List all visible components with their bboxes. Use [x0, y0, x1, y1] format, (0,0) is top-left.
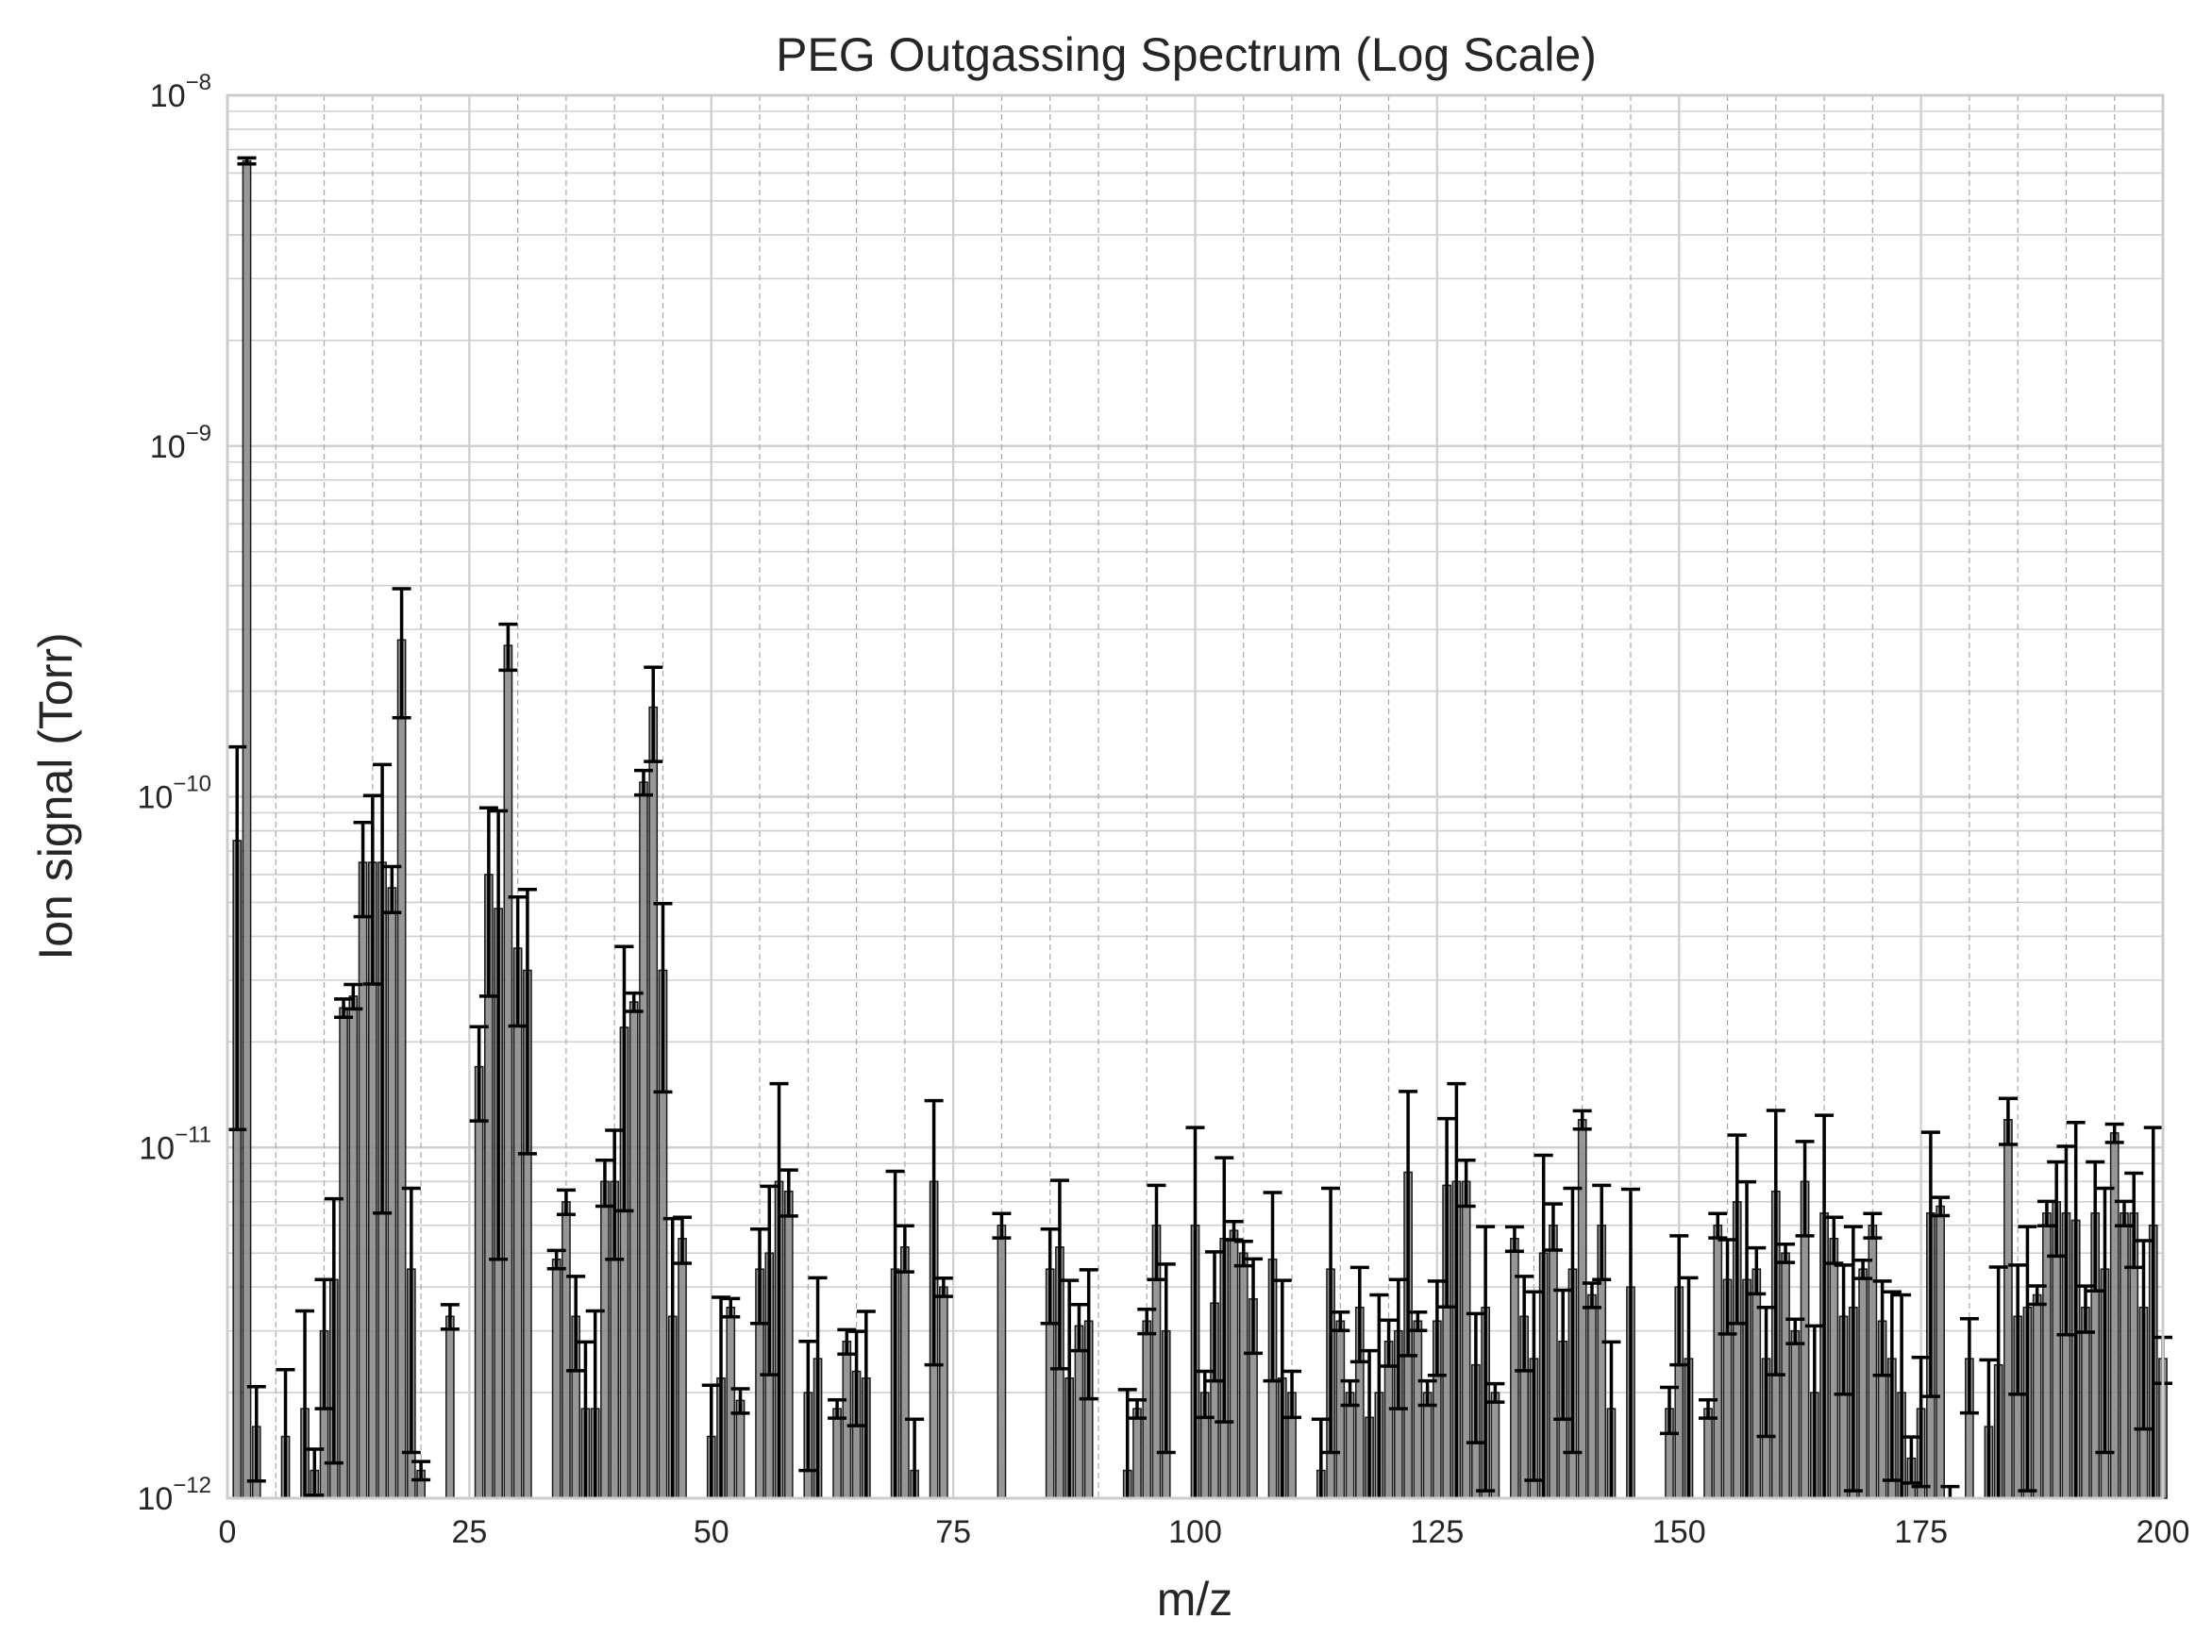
spectrum-bar [551, 1258, 561, 1499]
x-tick-label: 50 [694, 1514, 729, 1550]
spectrum-bar [474, 1065, 484, 1499]
spectrum-bar [1868, 1224, 1878, 1499]
spectrum-bar [1790, 1329, 1801, 1499]
x-tick-labels: 0 25 50 75 100 125 150 175 200 [219, 1514, 2190, 1550]
spectrum-bar [387, 887, 397, 1499]
spectrum-bar [512, 947, 523, 1499]
x-tick-label: 175 [1894, 1514, 1948, 1550]
spectrum-bar [1936, 1205, 1945, 1499]
spectrum-bar [726, 1306, 736, 1499]
spectrum-bar [348, 995, 359, 1499]
spectrum-bar [678, 1238, 687, 1499]
spectrum-bar [648, 706, 659, 1499]
spectrum-bar [899, 1246, 910, 1499]
spectrum-bar [2120, 1212, 2129, 1499]
spectrum-bar [1238, 1252, 1248, 1499]
spectrum-bar [1751, 1268, 1762, 1499]
spectrum-bar [358, 861, 368, 1499]
y-tick-labels: 10−12 10−11 10−10 10−9 10−8 [137, 70, 211, 1517]
spectrum-bar [1413, 1320, 1423, 1499]
x-tick-label: 125 [1411, 1514, 1465, 1550]
x-tick-label: 75 [935, 1514, 971, 1550]
spectrum-bar [445, 1315, 455, 1499]
spectrum-bar [2003, 1119, 2013, 1499]
y-tick-label: 10−11 [139, 1122, 211, 1166]
spectrum-bar [1461, 1180, 1471, 1499]
x-tick-label: 100 [1168, 1514, 1222, 1550]
y-tick-label: 10−9 [150, 421, 211, 465]
spectrum-bar [396, 639, 407, 1499]
y-tick-label: 10−10 [137, 772, 211, 816]
spectrum-bar [600, 1180, 610, 1499]
spectrum-bar [997, 1224, 1007, 1499]
spectrum-bar [832, 1408, 842, 1499]
spectrum-bar [628, 1001, 639, 1499]
x-tick-label: 25 [451, 1514, 487, 1550]
spectrum-bar [735, 1399, 746, 1499]
x-tick-label: 200 [2137, 1514, 2190, 1550]
spectrum-bar [639, 781, 648, 1499]
spectrum-bar [783, 1190, 794, 1499]
spectrum-bar [1229, 1229, 1239, 1499]
spectrum-bar [1829, 1238, 1839, 1499]
spectrum-bar [1335, 1320, 1346, 1499]
y-tick-label: 10−12 [137, 1473, 211, 1517]
spectrum-bar [242, 159, 252, 1499]
spectrum-bar [1703, 1408, 1713, 1499]
y-tick-label: 10−8 [150, 70, 211, 114]
spectrum-bar [1713, 1224, 1723, 1499]
spectrum-bar [1549, 1224, 1558, 1499]
spectrum-bar [561, 1201, 571, 1499]
spectrum-bar [1345, 1392, 1355, 1499]
spectrum-bar [1422, 1392, 1433, 1499]
spectrum-bar [1490, 1392, 1500, 1499]
chart-title: PEG Outgassing Spectrum (Log Scale) [776, 28, 1597, 81]
plot-frame [226, 93, 2165, 1500]
spectrum-bar [1142, 1320, 1152, 1499]
spectrum-bar [1132, 1408, 1142, 1499]
spectrum-bar [2032, 1293, 2042, 1499]
spectrum-bar [339, 1007, 348, 1499]
spectrum-bar [503, 644, 513, 1499]
spectrum-bar [1587, 1293, 1597, 1499]
spectrum-bar [842, 1341, 852, 1499]
spectrum-bar [2081, 1306, 2090, 1499]
spectrum-bar [1858, 1268, 1868, 1499]
y-axis-label: Ion signal (Torr) [29, 632, 82, 959]
spectrum-bar [939, 1286, 948, 1499]
x-tick-label: 0 [219, 1514, 237, 1550]
x-tick-label: 150 [1652, 1514, 1706, 1550]
error-bars [227, 156, 2172, 1498]
x-axis-label: m/z [1157, 1573, 1233, 1626]
